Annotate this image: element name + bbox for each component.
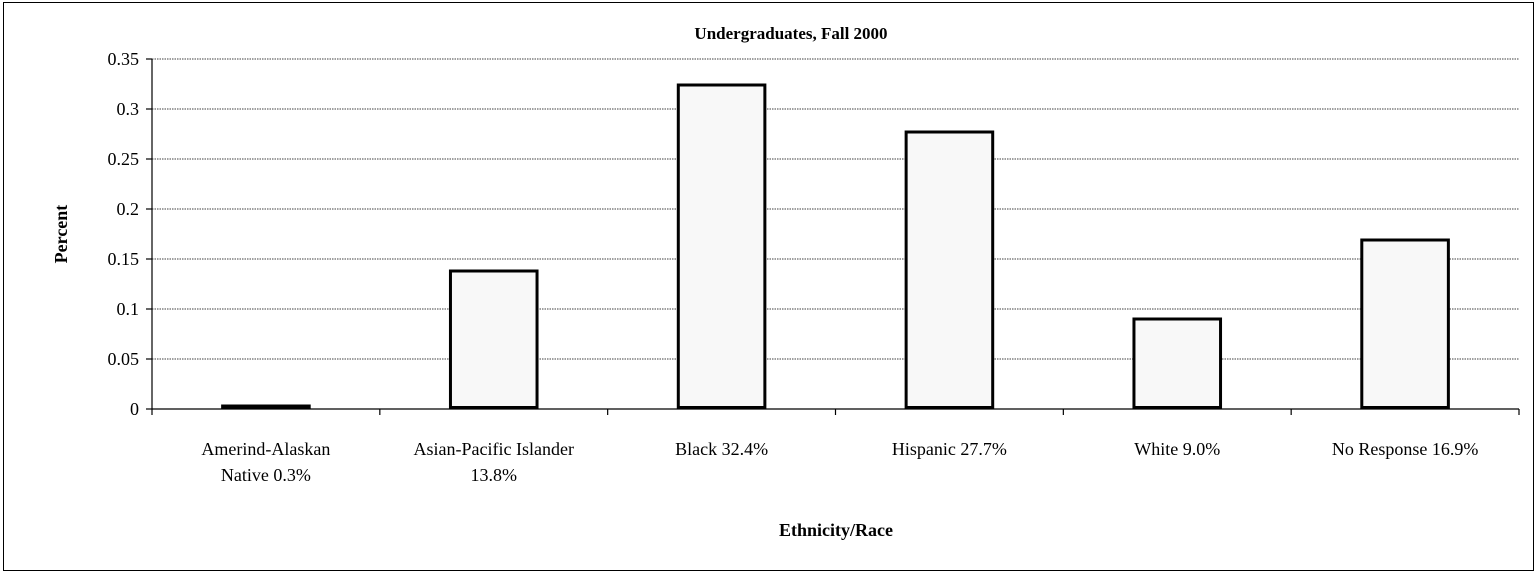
- bar: [1132, 317, 1223, 409]
- bar: [221, 404, 311, 409]
- x-category-label: White 9.0%: [1134, 439, 1220, 459]
- y-axis-ticks: 0 0.05 0.1 0.15 0.2 0.25 0.3 0.35: [108, 49, 152, 419]
- axes: [151, 59, 1519, 410]
- chart-title: Undergraduates, Fall 2000: [694, 24, 887, 43]
- y-tick-label: 0: [130, 399, 139, 419]
- bars: [221, 83, 1450, 409]
- bar: [448, 269, 539, 409]
- x-category-label: Black 32.4%: [675, 439, 768, 459]
- y-tick-label: 0.05: [108, 349, 140, 369]
- x-axis-title: Ethnicity/Race: [779, 520, 893, 540]
- y-tick-label: 0.2: [117, 199, 140, 219]
- bar-chart: 0 0.05 0.1 0.15 0.2 0.25 0.3 0.35 Amerind-Alask…: [51, 24, 1520, 540]
- y-tick-label: 0.1: [117, 299, 140, 319]
- x-category-label: 13.8%: [471, 465, 518, 485]
- y-tick-label: 0.3: [117, 99, 140, 119]
- y-tick-label: 0.35: [108, 49, 140, 69]
- x-category-label: Amerind-Alaskan: [201, 439, 330, 459]
- bar: [1360, 238, 1450, 409]
- x-axis-categories: Amerind-Alaskan Native 0.3% Asian-Pacific …: [151, 409, 1520, 485]
- x-category-label: Native 0.3%: [221, 465, 311, 485]
- y-axis-title: Percent: [51, 205, 71, 264]
- x-category-label: No Response 16.9%: [1332, 439, 1479, 459]
- gridlines: [152, 58, 1519, 360]
- bar: [904, 130, 995, 409]
- x-category-label: Hispanic 27.7%: [892, 439, 1007, 459]
- y-tick-label: 0.25: [108, 149, 140, 169]
- chart-frame: 0 0.05 0.1 0.15 0.2 0.25 0.3 0.35 Amerind-Alask…: [3, 2, 1534, 571]
- x-category-label: Asian-Pacific Islander: [414, 439, 574, 459]
- y-tick-label: 0.15: [108, 249, 140, 269]
- bar: [676, 83, 767, 409]
